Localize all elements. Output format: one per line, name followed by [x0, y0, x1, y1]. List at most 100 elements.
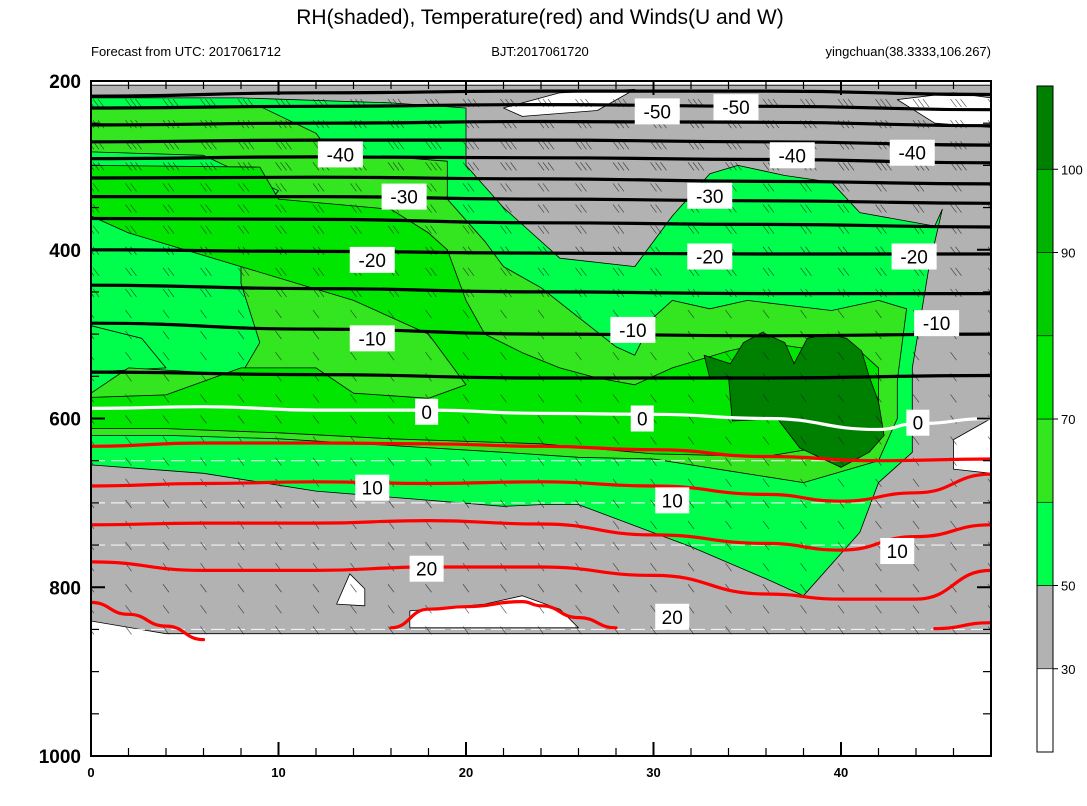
wind-barb [575, 183, 587, 192]
wind-barb [237, 415, 245, 424]
wind-barb [462, 394, 470, 403]
wind-barb [162, 98, 180, 108]
wind-barb [762, 626, 770, 635]
wind-barb [237, 330, 245, 340]
wind-barb [612, 309, 620, 319]
wind-barb [91, 355, 95, 361]
wind-barb [837, 478, 845, 487]
wind-barb [875, 98, 892, 108]
wind-barb [200, 457, 207, 466]
wind-barb [162, 352, 170, 361]
wind-barb [987, 626, 991, 632]
isotherm-label-box [687, 243, 733, 270]
wind-barb [987, 541, 991, 547]
wind-barb [800, 225, 812, 234]
wind-barb [762, 204, 775, 213]
wind-barb [650, 352, 657, 361]
wind-barb [950, 204, 962, 213]
wind-barb [987, 119, 991, 125]
colorbar-tick-label: 30 [1061, 662, 1075, 677]
chart-subtitle-left: Forecast from UTC: 2017061712 [91, 44, 281, 59]
wind-barb [800, 584, 807, 593]
wind-barb [875, 520, 882, 530]
y-tick-label: 800 [49, 578, 81, 599]
wind-barb [91, 440, 95, 445]
wind-barb [875, 478, 882, 487]
wind-barb [425, 141, 442, 150]
isotherm-line--25-7 [91, 216, 991, 229]
wind-barb [312, 225, 325, 234]
wind-barb [312, 288, 325, 298]
isotherm-label-box [914, 310, 960, 337]
wind-barb [312, 626, 320, 635]
wind-barb [125, 605, 132, 614]
wind-barb [312, 204, 325, 213]
isotherm-line-15-15 [91, 518, 991, 552]
wind-barb [237, 352, 245, 361]
wind-barb [312, 394, 320, 403]
colorbar-bin-100 [1036, 85, 1054, 170]
wind-barb [762, 584, 770, 593]
wind-barb [800, 520, 807, 530]
wind-barb [350, 584, 357, 593]
isotherm-label: -20 [891, 243, 937, 270]
wind-barb [650, 204, 662, 213]
wind-barb [575, 352, 582, 361]
wind-barb [537, 436, 545, 445]
rh-shading-layer [91, 84, 991, 635]
wind-barb [200, 267, 212, 277]
wind-barb [837, 562, 845, 572]
wind-barb [500, 499, 507, 509]
wind-barb [875, 309, 882, 319]
colorbar-bin-0 [1036, 668, 1054, 753]
wind-barb [125, 288, 137, 298]
wind-barb [612, 562, 620, 572]
wind-barb [575, 162, 592, 171]
wind-barb [312, 352, 320, 361]
wind-barb [387, 394, 395, 403]
isotherm-label-box [889, 139, 935, 166]
wind-barb [200, 141, 217, 150]
y-tick-label: 600 [49, 410, 81, 431]
wind-barb [537, 141, 555, 150]
wind-barb [237, 204, 250, 213]
wind-barb [162, 183, 175, 192]
wind-barb [350, 183, 362, 192]
colorbar-bin-70 [1036, 335, 1054, 420]
wind-barb [91, 461, 95, 466]
wind-barb [200, 330, 207, 340]
wind-barb [725, 225, 737, 234]
wind-barb [275, 162, 292, 171]
wind-barb [162, 626, 170, 635]
wind-barb [837, 394, 845, 403]
wind-barb [650, 183, 662, 192]
wind-barb [837, 415, 845, 424]
wind-barb [237, 162, 255, 171]
wind-barb [425, 520, 432, 530]
wind-barb [650, 162, 667, 171]
isotherm-label-text: -20 [900, 248, 927, 269]
wind-barb [425, 162, 442, 171]
isotherm-label-box [630, 405, 654, 432]
isotherm-label-layer: -50 -50 -40 -40 -40 -30 -30 -20 -20 -20 -10 -10 -10 0… [317, 94, 960, 630]
wind-barb [650, 457, 657, 466]
wind-barb [800, 626, 807, 635]
wind-barb [875, 605, 882, 614]
wind-barb [200, 605, 207, 614]
wind-barb [875, 183, 887, 192]
isotherm-label-box [655, 603, 690, 630]
wind-barb [950, 562, 957, 572]
isotherm-label: -30 [381, 183, 427, 210]
wind-barb [575, 499, 582, 509]
wind-barb [537, 162, 555, 171]
wind-barb [91, 418, 95, 424]
isotherm-label-text: -20 [359, 251, 386, 272]
wind-barb [575, 309, 582, 319]
isotherm-label-text: -10 [359, 329, 386, 350]
wind-barb [350, 626, 357, 635]
isotherm-label-box [317, 141, 363, 168]
wind-barb [762, 267, 775, 277]
wind-barb [987, 288, 991, 294]
